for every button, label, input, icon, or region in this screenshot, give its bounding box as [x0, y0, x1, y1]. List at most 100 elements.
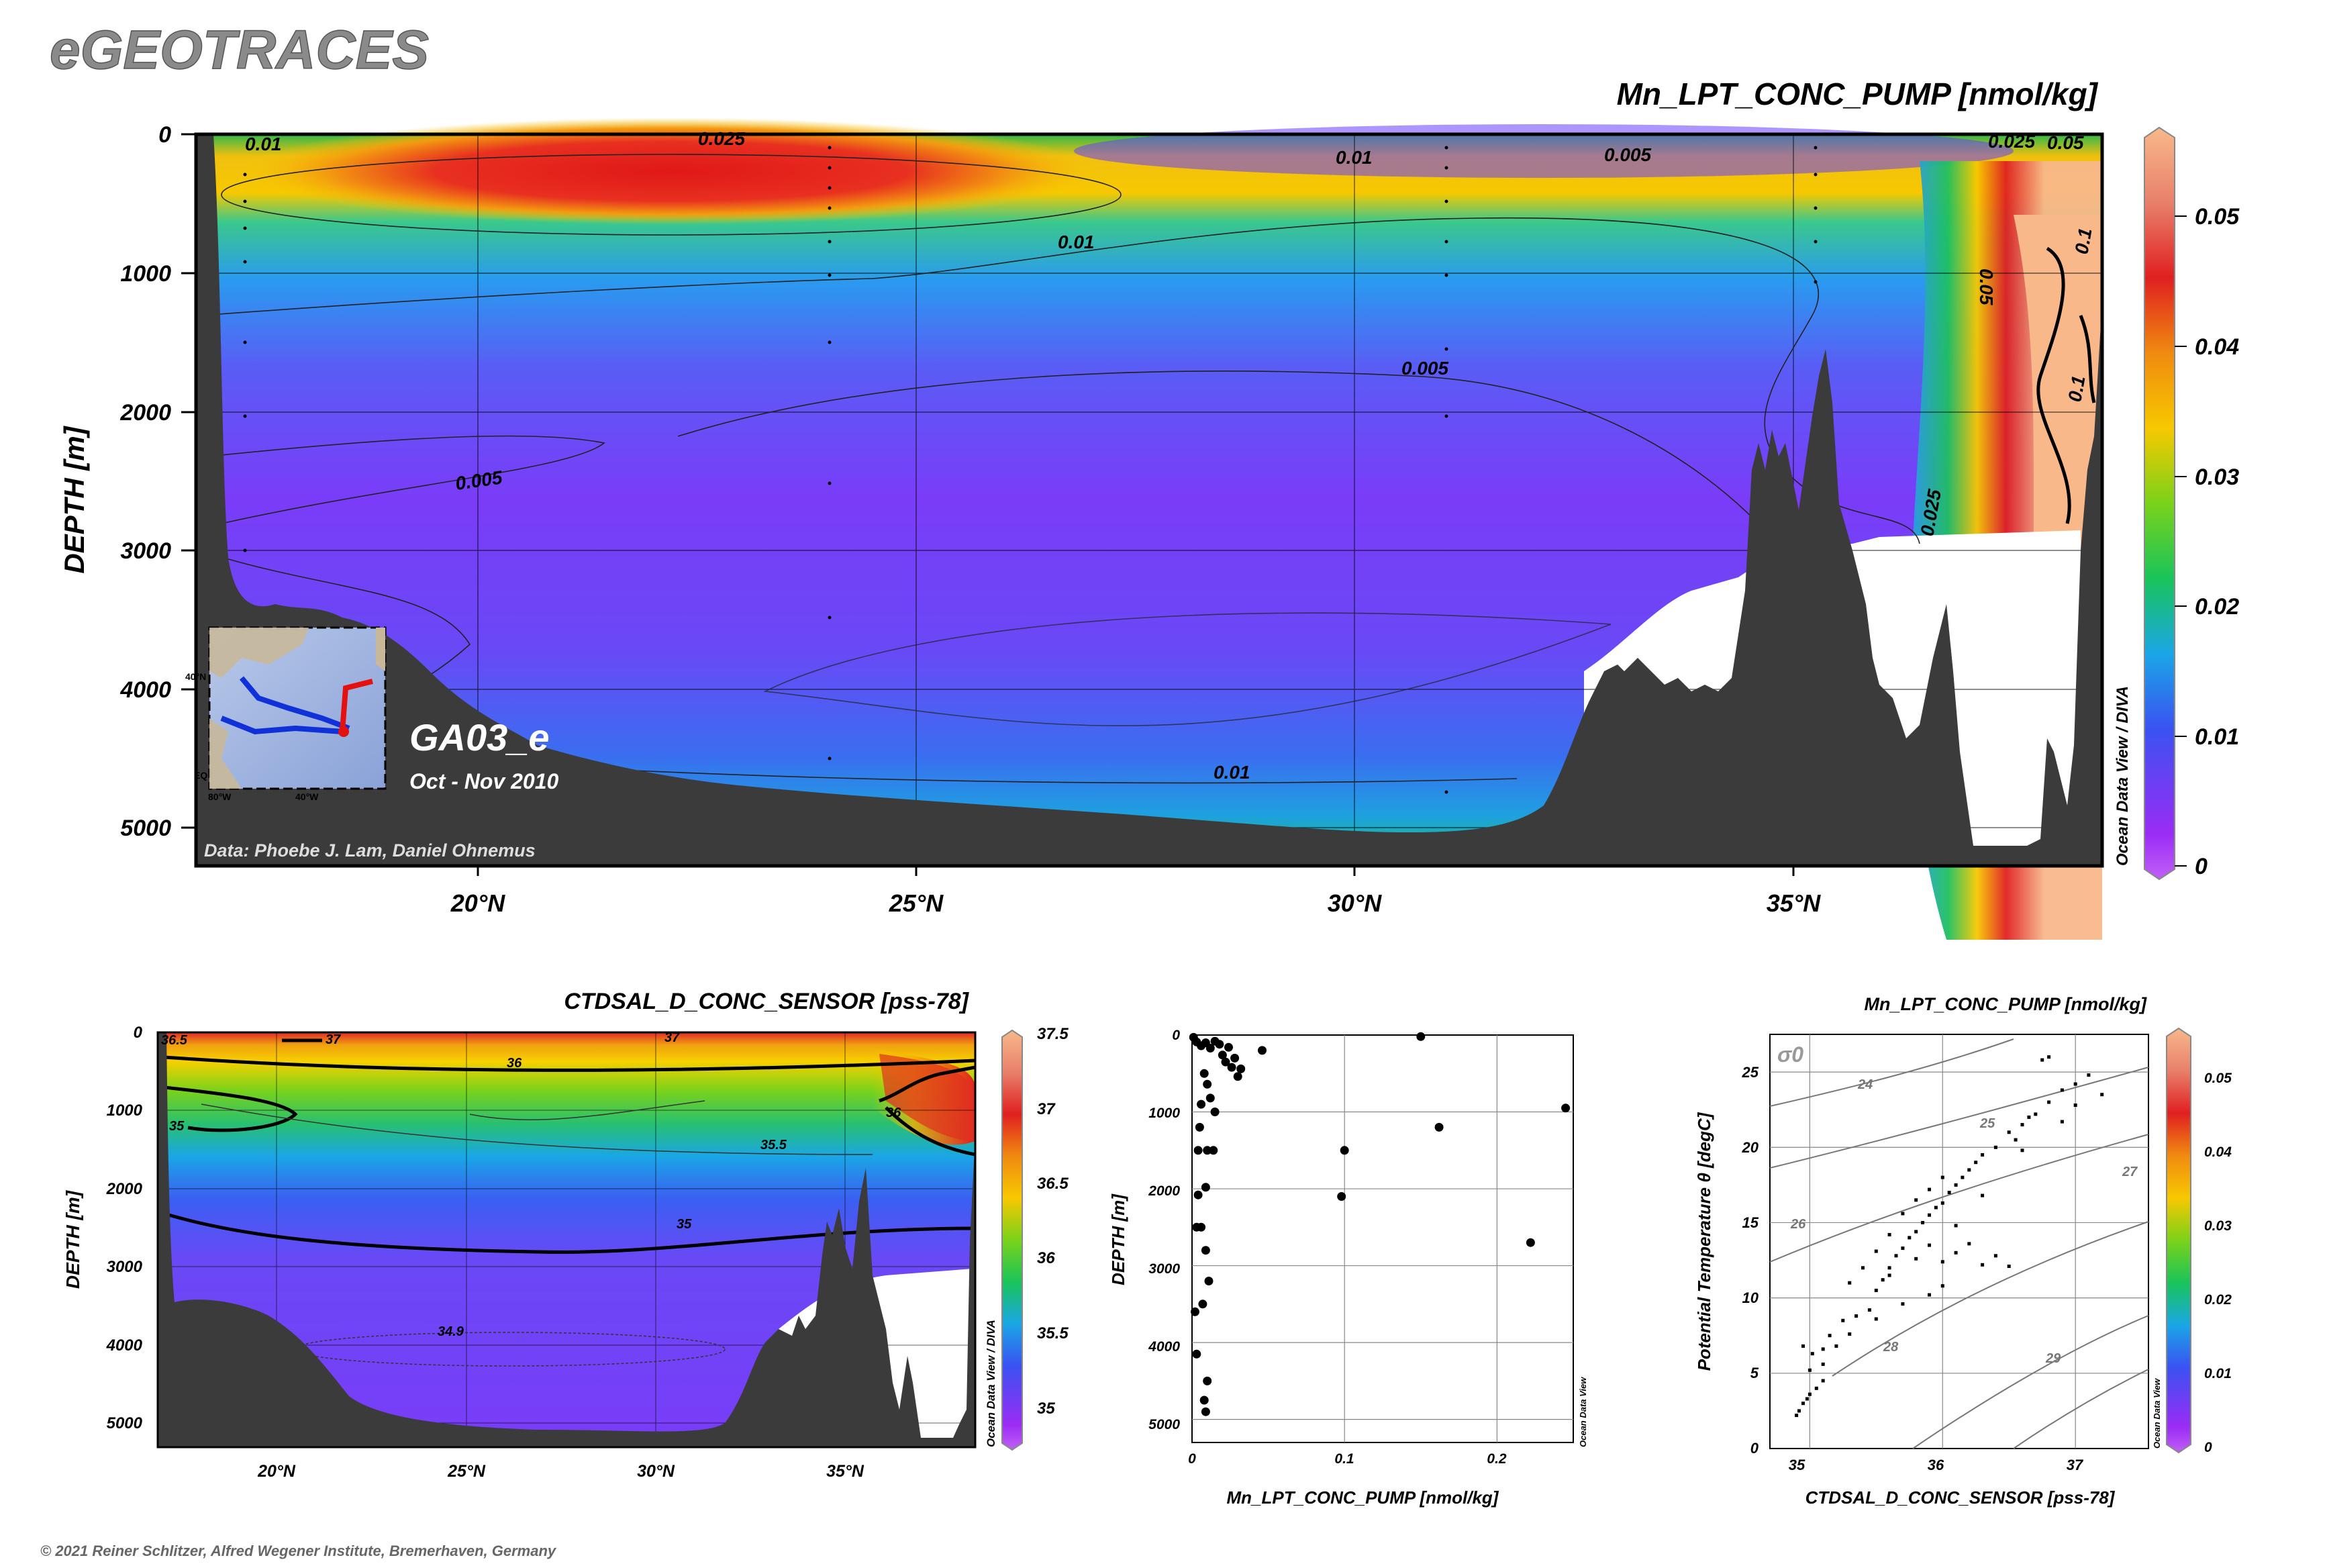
data-point	[1934, 1206, 1938, 1210]
ts-scatter-plot: Mn_LPT_CONC_PUMP [nmol/kg] 24 25 26 27 2…	[1694, 994, 2232, 1508]
data-point	[1928, 1213, 1931, 1217]
profile-y-tick: 4000	[1148, 1339, 1180, 1355]
data-point	[1861, 1266, 1865, 1270]
data-point	[1192, 1222, 1201, 1232]
colorbar-tick: 0.04	[2195, 334, 2239, 360]
data-point	[1928, 1293, 1931, 1297]
data-point	[2020, 1148, 2024, 1153]
main-x-tick: 25°N	[889, 889, 944, 917]
data-point	[1967, 1168, 1971, 1172]
data-point	[1908, 1236, 1912, 1240]
colorbar-tick: 35	[1037, 1400, 1055, 1418]
data-point	[2073, 1104, 2077, 1107]
data-point	[1928, 1187, 1931, 1191]
data-point	[2100, 1093, 2104, 1097]
contour-label: 0.025	[1988, 131, 2035, 152]
sigma-label: σ0	[1777, 1042, 1803, 1067]
main-y-axis-label: DEPTH [m]	[58, 425, 90, 573]
data-point	[1887, 1266, 1891, 1270]
data-point	[1801, 1344, 1805, 1348]
data-point	[1887, 1232, 1891, 1236]
ts-y-tick: 5	[1750, 1365, 1759, 1381]
contour-label: 0.005	[1604, 144, 1651, 165]
sal-y-tick: 3000	[107, 1258, 143, 1276]
data-point	[2087, 1073, 2091, 1077]
contour-label: 35	[169, 1119, 185, 1134]
data-point	[1203, 1079, 1212, 1089]
ts-y-tick: 15	[1742, 1214, 1759, 1231]
data-point	[1193, 1190, 1203, 1199]
colorbar-tick: 0	[2204, 1440, 2212, 1455]
ts-y-tick: 10	[1742, 1289, 1759, 1306]
data-point	[1921, 1221, 1925, 1224]
contour-label: 37	[326, 1032, 341, 1047]
profile-y-tick: 1000	[1148, 1106, 1180, 1121]
contour-label: 35	[677, 1217, 692, 1232]
period-label: Oct - Nov 2010	[409, 769, 559, 793]
profile-y-tick: 3000	[1148, 1261, 1180, 1277]
odv-label: Ocean Data View / DIVA	[985, 1320, 997, 1447]
data-point	[2040, 1058, 2044, 1062]
data-point	[2073, 1082, 2077, 1086]
data-point	[1954, 1224, 1958, 1228]
contour-label: 37	[664, 1030, 680, 1045]
data-point	[1834, 1344, 1838, 1348]
data-point	[2007, 1130, 2011, 1134]
data-point	[1821, 1347, 1825, 1351]
data-point	[1914, 1198, 1918, 1202]
data-point	[2007, 1265, 2011, 1268]
contour-label: 0.025	[698, 128, 745, 149]
data-point	[1854, 1314, 1859, 1318]
data-point	[1848, 1332, 1852, 1336]
ts-y-tick: 25	[1742, 1064, 1759, 1081]
data-point	[1887, 1273, 1891, 1277]
data-point	[2034, 1112, 2038, 1116]
data-point	[2060, 1088, 2064, 1092]
contour-label: 36	[886, 1106, 901, 1120]
main-y-tick: 2000	[119, 400, 171, 426]
data-point	[1954, 1183, 1958, 1187]
data-point	[1203, 1146, 1212, 1155]
data-point	[1874, 1249, 1878, 1253]
profile-x-tick: 0.2	[1487, 1451, 1507, 1467]
ts-x-tick: 37	[2067, 1457, 2084, 1473]
sal-y-axis-label: DEPTH [m]	[62, 1189, 83, 1289]
main-y-tick: 3000	[120, 538, 171, 564]
cruise-label: GA03_e	[409, 716, 550, 758]
data-point	[1981, 1263, 1985, 1267]
brand-logo: eGEOTRACES	[50, 19, 429, 81]
colorbar-tick: 0.03	[2204, 1218, 2232, 1234]
data-point	[1841, 1318, 1845, 1322]
data-point	[1947, 1191, 1951, 1195]
isopycnal-label: 25	[1979, 1116, 1995, 1131]
ts-y-tick: 20	[1742, 1139, 1759, 1156]
data-point	[1874, 1288, 1878, 1292]
data-point	[1808, 1368, 1812, 1372]
colorbar-tick: 0.04	[2204, 1144, 2232, 1160]
colorbar-tick: 0.03	[2195, 464, 2239, 490]
data-point	[1221, 1057, 1230, 1067]
data-point	[1192, 1349, 1201, 1359]
data-point	[2047, 1100, 2051, 1104]
inset-label: 80°W	[208, 791, 232, 802]
profile-y-axis-label: DEPTH [m]	[1108, 1193, 1128, 1285]
data-point	[1805, 1397, 1809, 1401]
data-point	[1197, 1099, 1206, 1109]
contour-label: 0.01	[1058, 232, 1095, 252]
isopycnal-label: 28	[1883, 1340, 1899, 1355]
data-point	[1233, 1072, 1242, 1081]
data-point	[1821, 1379, 1825, 1383]
inset-label: 40°W	[295, 791, 319, 802]
data-point	[1230, 1053, 1240, 1063]
data-point	[1974, 1161, 1978, 1165]
contour-label: 0.01	[245, 134, 282, 154]
data-point	[1993, 1145, 1997, 1149]
isopycnal-label: 26	[1790, 1217, 1806, 1232]
sal-x-tick: 20°N	[257, 1462, 296, 1481]
data-point	[1814, 1386, 1818, 1390]
isopycnal-label: 27	[2122, 1165, 2138, 1179]
main-y-tick: 5000	[120, 816, 171, 841]
profile-y-tick: 0	[1172, 1028, 1180, 1043]
profile-y-tick: 5000	[1148, 1417, 1180, 1432]
profile-scatter-plot: DEPTH [m] 0 1000 2000 3000 4000 5000 0 0…	[1108, 1028, 1588, 1508]
